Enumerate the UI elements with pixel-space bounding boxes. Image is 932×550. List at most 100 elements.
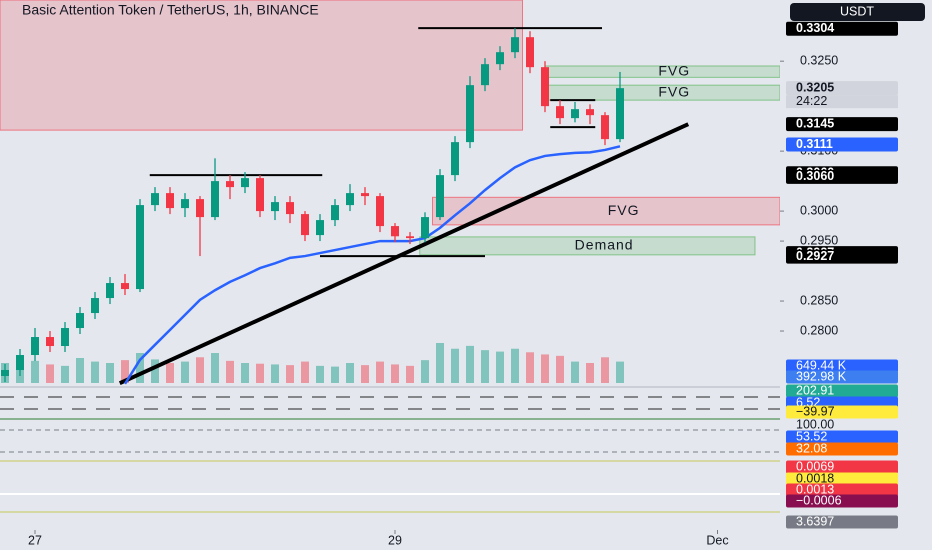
zone-label: FVG: [658, 83, 690, 99]
indicator-label-bg: [786, 359, 898, 373]
candle-body: [361, 193, 370, 197]
volume-bar: [496, 351, 505, 383]
indicator-label-bg: [786, 515, 898, 529]
candle-body: [481, 64, 490, 86]
candle-body: [451, 142, 460, 176]
volume-bar: [601, 357, 610, 383]
price-label-bg: [786, 137, 898, 152]
indicator-label-bg: [786, 384, 898, 398]
candle-body: [121, 283, 130, 290]
volume-bar: [406, 365, 415, 383]
candle-body: [286, 202, 295, 215]
volume-bar: [571, 361, 580, 383]
indicator-label: 202.91: [796, 383, 834, 397]
indicator-label: 392.98 K: [796, 369, 847, 383]
price-label: 0.3111: [796, 137, 833, 151]
candle-body: [166, 193, 175, 209]
indicator-label: −39.97: [796, 404, 835, 418]
volume-bar: [376, 361, 385, 383]
volume-bar: [151, 359, 160, 383]
volume-bar: [181, 361, 190, 383]
y-tick-label: 0.3250: [800, 53, 838, 67]
volume-bar: [121, 360, 130, 383]
volume-bar: [481, 350, 490, 383]
volume-bar: [511, 348, 520, 383]
volume-bar: [346, 363, 355, 383]
candle-body: [511, 37, 520, 53]
indicator-label-bg: [786, 483, 898, 497]
volume-bar: [331, 366, 340, 383]
candle-body: [601, 115, 610, 140]
overlay: Basic Attention Token / TetherUS, 1h, BI…: [0, 2, 925, 513]
candle-body: [616, 88, 625, 140]
candle-body: [106, 283, 115, 299]
candle-body: [211, 181, 220, 218]
price-label-bg: [786, 169, 898, 184]
candle-body: [271, 202, 280, 212]
indicator-label-bg: [786, 442, 898, 456]
indicator-label-bg: [786, 494, 898, 508]
candle-body: [541, 67, 550, 107]
volume-bar: [466, 345, 475, 383]
candle-body: [421, 217, 430, 239]
indicator-label-bg: [786, 370, 898, 384]
candle-body: [586, 109, 595, 116]
trendline: [118, 122, 690, 385]
candle-body: [436, 175, 445, 218]
price-label: 0.3304: [796, 21, 834, 35]
candle-body: [196, 199, 205, 218]
candle-body: [376, 196, 385, 227]
price-label-bg: [786, 81, 898, 96]
zone-label: FVG: [608, 202, 640, 218]
volume-bar: [361, 365, 370, 383]
volume-bar: [226, 360, 235, 383]
volume-bar: [271, 364, 280, 383]
candle-body: [136, 205, 145, 290]
price-label: 0.3145: [796, 116, 834, 130]
volume-bar: [46, 364, 55, 383]
moving-average: [123, 145, 621, 385]
countdown-bg: [786, 95, 898, 109]
volume-bar: [31, 360, 40, 383]
x-tick-label: 29: [388, 533, 402, 547]
price-pane: FVG FVG FVG Demand: [0, 0, 780, 385]
candle-body: [76, 313, 85, 329]
volume-bar: [286, 365, 295, 383]
volume-bar: [436, 343, 445, 383]
candle-body: [91, 298, 100, 314]
candle-body: [466, 85, 475, 143]
indicator-label: 0.0069: [796, 459, 834, 473]
volume-bar: [616, 361, 625, 383]
candle-body: [556, 106, 565, 119]
volume-bar: [211, 353, 220, 383]
volume-bar: [421, 360, 430, 383]
candle-body: [571, 109, 580, 119]
y-tick-label: 0.3000: [800, 203, 838, 217]
volume-bar: [241, 363, 250, 383]
zone: [0, 0, 524, 131]
zone-label: FVG: [658, 62, 690, 78]
candle-body: [16, 355, 25, 371]
candle-body: [406, 236, 415, 239]
volume-bar: [556, 355, 565, 383]
price-label: 0.3205: [796, 80, 834, 94]
candle-body: [151, 193, 160, 206]
candle-body: [526, 37, 535, 68]
candle-body: [256, 178, 265, 212]
candle-body: [46, 337, 55, 347]
candle-body: [301, 214, 310, 236]
indicator-label-bg: [786, 460, 898, 474]
volume-bar: [196, 357, 205, 383]
indicator-label: −0.0006: [796, 493, 842, 507]
volume-bar: [541, 354, 550, 383]
chart-title: Basic Attention Token / TetherUS, 1h, BI…: [22, 2, 319, 18]
indicator-label: 3.6397: [796, 514, 834, 528]
volume-bar: [256, 363, 265, 383]
volume-bar: [316, 365, 325, 383]
price-label: 0.2927: [796, 249, 834, 263]
candle-body: [331, 205, 340, 221]
currency-badge[interactable]: [790, 3, 925, 21]
indicator-label-bg: [786, 430, 898, 444]
indicator-label: 53.52: [796, 429, 827, 443]
